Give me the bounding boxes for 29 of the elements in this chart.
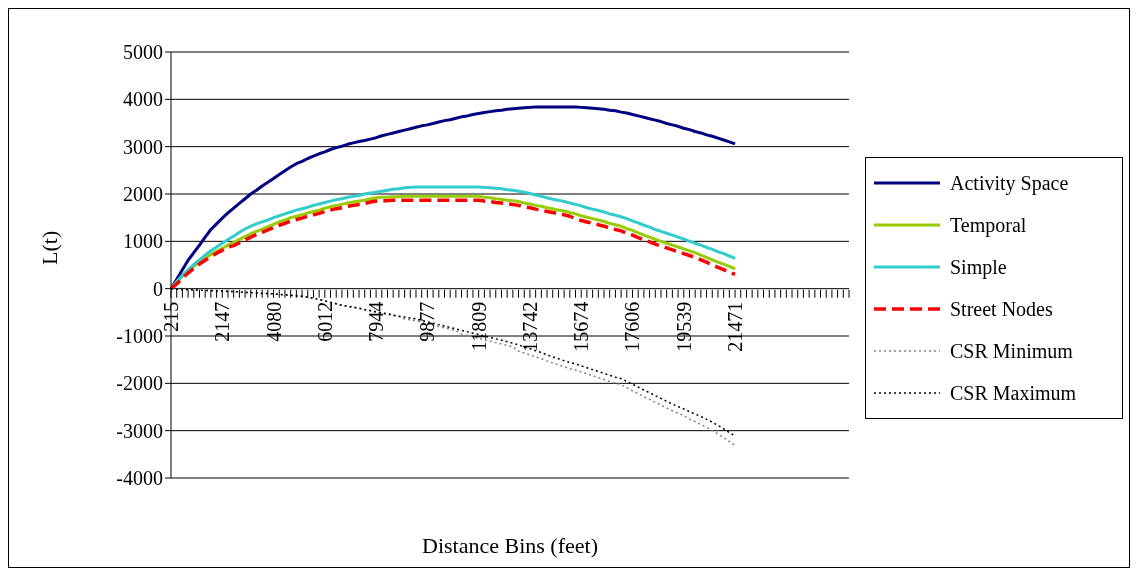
x-tick-label: 6012	[313, 301, 336, 342]
y-tick-label: -1000	[116, 325, 163, 348]
legend-label: CSR Maximum	[950, 381, 1077, 405]
y-tick-label: 2000	[123, 183, 163, 206]
y-tick-label: -4000	[116, 467, 163, 490]
x-tick-label: 11809	[467, 301, 490, 352]
x-tick-label: 4080	[262, 301, 285, 342]
x-tick-label: 21471	[724, 301, 747, 352]
y-axis-title: L(t)	[36, 230, 62, 265]
x-tick-label: 9877	[416, 301, 439, 342]
y-tick-label: 1000	[123, 230, 163, 253]
y-tick-label: 4000	[123, 88, 163, 111]
legend-label: Temporal	[950, 213, 1027, 237]
y-tick-label: -3000	[116, 419, 163, 442]
x-tick-label: 15674	[570, 301, 593, 352]
legend-label: Simple	[950, 255, 1007, 279]
legend-label: CSR Minimum	[950, 339, 1073, 363]
x-tick-label: 13742	[518, 301, 541, 352]
y-tick-label: 5000	[123, 41, 163, 64]
legend-label: Street Nodes	[950, 297, 1053, 321]
y-tick-label: 3000	[123, 135, 163, 158]
x-tick-label: 17606	[621, 301, 644, 352]
x-tick-label: 19539	[672, 301, 695, 352]
x-axis-title: Distance Bins (feet)	[422, 533, 598, 558]
legend-label: Activity Space	[950, 171, 1069, 195]
y-tick-label: 0	[153, 277, 163, 300]
y-tick-label: -2000	[116, 372, 163, 395]
x-tick-label: 7944	[365, 301, 388, 342]
x-tick-label: 2147	[211, 301, 234, 342]
